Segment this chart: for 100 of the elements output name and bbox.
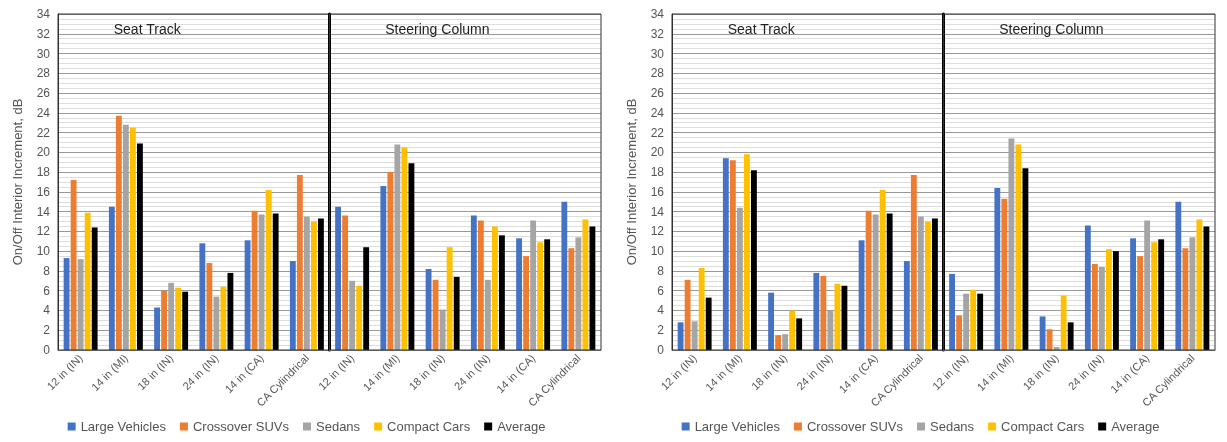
bar [432,279,439,350]
annotation: Steering Column [385,21,490,37]
bar [380,185,387,350]
bar [310,221,317,350]
bar [244,240,251,350]
bar [924,221,931,350]
y-tick-label: 34 [36,7,51,21]
bar [1137,256,1144,350]
bar [115,115,122,350]
bar [729,160,736,350]
bar [698,267,705,350]
y-tick-label: 30 [36,46,51,61]
bar [568,248,575,350]
y-tick-label: 2 [657,323,665,338]
y-tick-label: 24 [650,105,665,120]
bar [491,226,498,350]
legend-label: Compact Cars [1001,419,1085,434]
bar [265,189,272,350]
bar [408,163,415,350]
bar [227,272,234,350]
bar [782,334,789,350]
bar [589,226,596,350]
y-tick-label: 30 [650,46,665,61]
y-tick-label: 26 [36,86,51,101]
y-tick-label: 24 [36,105,51,120]
y-tick-label: 22 [36,125,51,140]
bar [356,285,363,350]
y-tick-label: 26 [650,86,665,101]
bar [750,170,757,350]
y-tick-label: 34 [650,7,665,21]
bar [498,235,505,350]
bar [206,263,213,350]
bar [886,213,893,350]
bar [1039,316,1046,350]
bar [446,247,453,350]
bar [154,307,161,350]
bar [363,247,370,350]
bar [865,210,872,350]
y-tick-label: 20 [36,145,51,160]
bar [684,279,691,350]
legend-label: Compact Cars [387,419,471,434]
bar [1091,264,1098,350]
y-tick-label: 14 [650,204,665,219]
y-tick-label: 28 [650,66,665,81]
y-tick-label: 0 [657,343,665,357]
bar [1022,168,1029,350]
bar [820,275,827,350]
bar [91,227,98,350]
x-tick-label: 14 in (MI) [88,351,131,394]
y-tick-label: 32 [650,26,665,41]
bar [84,212,91,350]
y-tick-label: 6 [43,283,51,298]
bar [1182,248,1189,350]
bar [705,297,712,350]
y-tick-label: 20 [650,145,665,160]
bar [903,261,910,350]
y-tick-label: 32 [36,26,51,41]
bar [63,258,70,350]
bar [1158,239,1165,350]
bar [335,206,342,350]
bar [841,285,848,350]
legend-label: Crossover SUVs [806,419,904,434]
bar [1084,225,1091,350]
x-tick-label: 24 in (IN) [451,351,493,393]
legend-label: Average [497,419,546,434]
bar [1175,201,1182,350]
bar [1001,198,1008,350]
bar [251,210,258,350]
y-tick-label: 10 [36,244,51,259]
bar [1060,295,1067,350]
bar [561,201,568,350]
bar [796,318,803,350]
y-tick-label: 8 [43,263,51,278]
bar [1015,144,1022,350]
bar [199,243,206,350]
bar [1105,249,1112,350]
bar [317,218,324,350]
bar [289,261,296,350]
x-tick-label: 14 in (MI) [360,351,402,394]
x-tick-label: 24 in (IN) [1065,351,1107,393]
y-tick-label: 22 [650,125,665,140]
y-tick-label: 16 [36,184,51,199]
legend-label: Sedans [316,419,361,434]
y-tick-label: 12 [650,224,665,239]
bar [70,180,77,350]
annotation: Seat Track [113,21,182,37]
bar [516,238,523,350]
bar [677,322,684,350]
bar [161,290,168,350]
x-tick-label: 18 in (IN) [406,351,447,393]
bar [949,273,956,350]
bar [977,293,984,350]
legend-label: Sedans [930,419,975,434]
bar [387,172,394,350]
bar [342,215,349,350]
y-tick-label: 8 [657,263,665,278]
bar [1112,251,1119,350]
y-tick-label: 18 [36,165,51,180]
bar [910,175,917,350]
bar [537,242,544,350]
